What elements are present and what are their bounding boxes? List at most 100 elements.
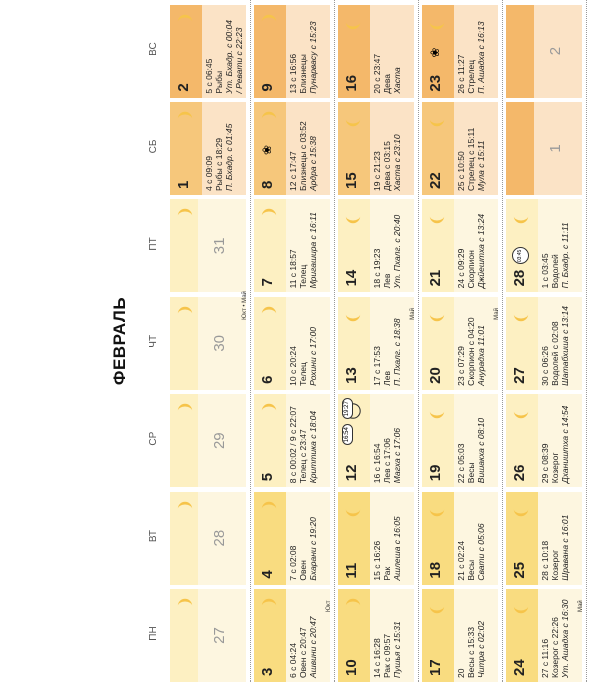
day-cell[interactable]: 21 24 с 09:29 Скорпион Джйештха с 13:24 bbox=[422, 199, 498, 293]
info-line: Ут. Пхалг. с 20:40 bbox=[392, 214, 402, 289]
day-header-3: ЧТ bbox=[148, 334, 159, 348]
info-line: Ут. Ашадха с 16:30 bbox=[560, 599, 570, 678]
info-line: Стрелец с 15:11 bbox=[466, 127, 476, 191]
cell-header bbox=[506, 102, 534, 195]
day-info: 20 с 23:47 Дева Хаста bbox=[372, 5, 402, 94]
day-cell[interactable]: 28 bbox=[170, 491, 246, 585]
day-cell[interactable]: 6 10 с 20:24 Телец Рохини с 17:00 bbox=[254, 296, 330, 390]
day-info: 21 с 02:24 Весы Свати с 05:06 bbox=[456, 492, 486, 581]
moon-phase-icon bbox=[513, 508, 529, 516]
info-line: Свати с 05:06 bbox=[476, 523, 486, 581]
day-cell[interactable]: 20 23 с 07:29 Скорпион с 04:20 Анурадха 11:… bbox=[422, 296, 498, 390]
cell-header: 8 bbox=[254, 102, 286, 195]
day-cell[interactable]: 14 18 с 19:23 Лев Ут. Пхалг. с 20:40 bbox=[338, 199, 414, 293]
day-number: 8 bbox=[259, 180, 276, 189]
info-line: Анурадха 11:01 bbox=[476, 325, 486, 386]
info-line: Шатабхиша с 13:14 bbox=[560, 306, 570, 386]
cell-header: 11 bbox=[338, 491, 370, 585]
moon-phase-icon bbox=[429, 119, 445, 127]
day-cell[interactable]: 11 15 с 16:26 Рак Ашлеша с 16:05 bbox=[338, 491, 414, 585]
day-number: 17 bbox=[427, 659, 444, 676]
day-cell[interactable]: 24 27 с 11:16 Козерог с 22:26 Ут. Ашадха с … bbox=[506, 589, 582, 682]
info-line: Дева с 03:15 bbox=[382, 141, 392, 191]
moon-phase-icon bbox=[429, 508, 445, 516]
day-cell[interactable]: 31 bbox=[170, 199, 246, 293]
lotus-icon: ❀ bbox=[260, 144, 274, 155]
moon-phase-icon bbox=[345, 598, 361, 606]
cell-header: 19 bbox=[422, 394, 454, 488]
day-cell[interactable]: 1 bbox=[506, 102, 582, 195]
day-cell[interactable]: 19 22 с 05:03 Весы Вишакха с 08:10 bbox=[422, 394, 498, 488]
moon-phase-icon bbox=[513, 216, 529, 224]
day-cell[interactable]: 2 bbox=[506, 4, 582, 98]
cell-header bbox=[170, 199, 198, 293]
day-cell[interactable]: 8 12 с 17:47 Близнецы с 03:52 Ардра с 15:38 bbox=[254, 102, 330, 195]
day-cell[interactable]: 29 bbox=[170, 394, 246, 488]
period-tag: Юкт • Май bbox=[242, 291, 248, 320]
day-cell[interactable]: 22 25 с 10:50 Стрелец с 15:11 Мула с 15:11 bbox=[422, 102, 498, 195]
row-separator bbox=[418, 0, 419, 682]
day-cell[interactable]: 13 17 с 17:53 Лев П. Пхалг. с 18:38 bbox=[338, 296, 414, 390]
calendar-grid: 27 28 29 30 31 1 4 с 09:09 Рыбы с 18:29 П. Бхадр… bbox=[170, 0, 591, 682]
info-line: 16 с 16:54 bbox=[372, 443, 382, 484]
day-cell[interactable]: 27 30 с 06:26 Водолей с 02:08 Шатабхиша с 1… bbox=[506, 296, 582, 390]
day-info: 23 с 07:29 Скорпион с 04:20 Анурадха 11:01 bbox=[456, 297, 486, 386]
day-cell[interactable]: 23 26 с 11:27 Стрелец П. Ашадха с 16:13 bbox=[422, 4, 498, 98]
day-cell[interactable]: 30 bbox=[170, 296, 246, 390]
moon-phase-icon bbox=[513, 411, 529, 419]
day-cell[interactable]: 4 7 с 02:08 Овен Бхарани с 19:20 bbox=[254, 491, 330, 585]
day-cell[interactable]: 2 5 с 06:45 Рыбы Ут. Бхадр. с 00:04/ Ревати… bbox=[170, 4, 246, 98]
day-cell[interactable]: 16 20 с 23:47 Дева Хаста bbox=[338, 4, 414, 98]
period-tag: Май bbox=[578, 600, 584, 612]
info-line: Козерог bbox=[550, 549, 560, 581]
cell-header bbox=[170, 394, 198, 488]
day-cell[interactable]: 3 6 с 04:24 Овен с 20:47 Ашвини с 20:47 bbox=[254, 589, 330, 682]
cell-header: 10 bbox=[338, 589, 370, 682]
day-info: 28 с 10:18 Козерог Шравана с 16:01 bbox=[540, 492, 570, 581]
info-line: 24 с 09:29 bbox=[456, 248, 466, 289]
day-info: 12 с 17:47 Близнецы с 03:52 Ардра с 15:38 bbox=[288, 102, 318, 191]
info-line: Весы bbox=[466, 559, 476, 581]
info-line: 10 с 20:24 bbox=[288, 346, 298, 386]
info-line: Рак bbox=[382, 566, 392, 581]
info-line: Вишакха с 08:10 bbox=[476, 417, 486, 484]
cell-header: 2 bbox=[170, 4, 202, 98]
day-cell[interactable]: 7 11 с 18:57 Телец Мригашира с 16:11 bbox=[254, 199, 330, 293]
cell-header: 20 bbox=[422, 296, 454, 390]
day-cell[interactable]: 25 28 с 10:18 Козерог Шравана с 16:01 bbox=[506, 491, 582, 585]
day-number: 24 bbox=[511, 659, 528, 676]
moon-phase-icon bbox=[345, 216, 361, 224]
info-line: 14 с 16:28 bbox=[372, 638, 382, 678]
day-cell[interactable]: 17 20 Весы с 15:33 Читра с 02:02 bbox=[422, 589, 498, 682]
day-info: 4 с 09:09 Рыбы с 18:29 П. Бхадр. с 01:45 bbox=[204, 102, 234, 191]
day-cell[interactable]: 5 8 с 00:02 / 9 с 22:07 Телец с 23:47 Критт… bbox=[254, 394, 330, 488]
day-number: 13 bbox=[343, 367, 360, 384]
day-info: 1 с 03:45 Водолей П. Бхадр. с 11:11 bbox=[540, 199, 570, 288]
info-line: 22 с 05:03 bbox=[456, 443, 466, 484]
info-line: П. Пхалг. с 18:38 bbox=[392, 318, 402, 386]
day-cell[interactable]: 26 29 с 08:39 Козерог Дхаништха с 14:54 bbox=[506, 394, 582, 488]
day-cell[interactable]: 10 14 с 16:28 Рак с 09:57 Пушья с 15:31 bbox=[338, 589, 414, 682]
day-number: 25 bbox=[511, 561, 528, 579]
info-line: 28 с 10:18 bbox=[540, 540, 550, 581]
info-line: 20 bbox=[456, 668, 466, 678]
day-cell[interactable]: 18 21 с 02:24 Весы Свати с 05:06 bbox=[422, 491, 498, 585]
moon-phase-icon bbox=[177, 404, 193, 412]
info-line: Водолей с 02:08 bbox=[550, 321, 560, 386]
day-cell[interactable]: 28 1 с 03:45 Водолей П. Бхадр. с 11:11 bbox=[506, 199, 582, 293]
info-line: Ашлеша с 16:05 bbox=[392, 516, 402, 581]
cell-header: 17 bbox=[422, 589, 454, 682]
time-badge: 19:27 bbox=[342, 398, 353, 420]
cell-header: 7 bbox=[254, 199, 286, 293]
day-number: 26 bbox=[511, 464, 528, 482]
day-cell[interactable]: 27 bbox=[170, 589, 246, 682]
day-cell[interactable]: 9 13 с 16:56 Близнецы Пунарвасу с 15:23 bbox=[254, 4, 330, 98]
moon-phase-icon bbox=[429, 606, 445, 614]
info-line: Ут. Бхадр. с 00:04 bbox=[224, 20, 234, 94]
day-cell[interactable]: 15 19 с 21:23 Дева с 03:15 Хаста с 23:10 bbox=[338, 102, 414, 195]
day-info: 15 с 16:26 Рак Ашлеша с 16:05 bbox=[372, 492, 402, 581]
info-line: П. Ашадха с 16:13 bbox=[476, 21, 486, 94]
day-cell[interactable]: 1 4 с 09:09 Рыбы с 18:29 П. Бхадр. с 01:45 bbox=[170, 102, 246, 195]
day-number: 28 bbox=[511, 269, 528, 287]
